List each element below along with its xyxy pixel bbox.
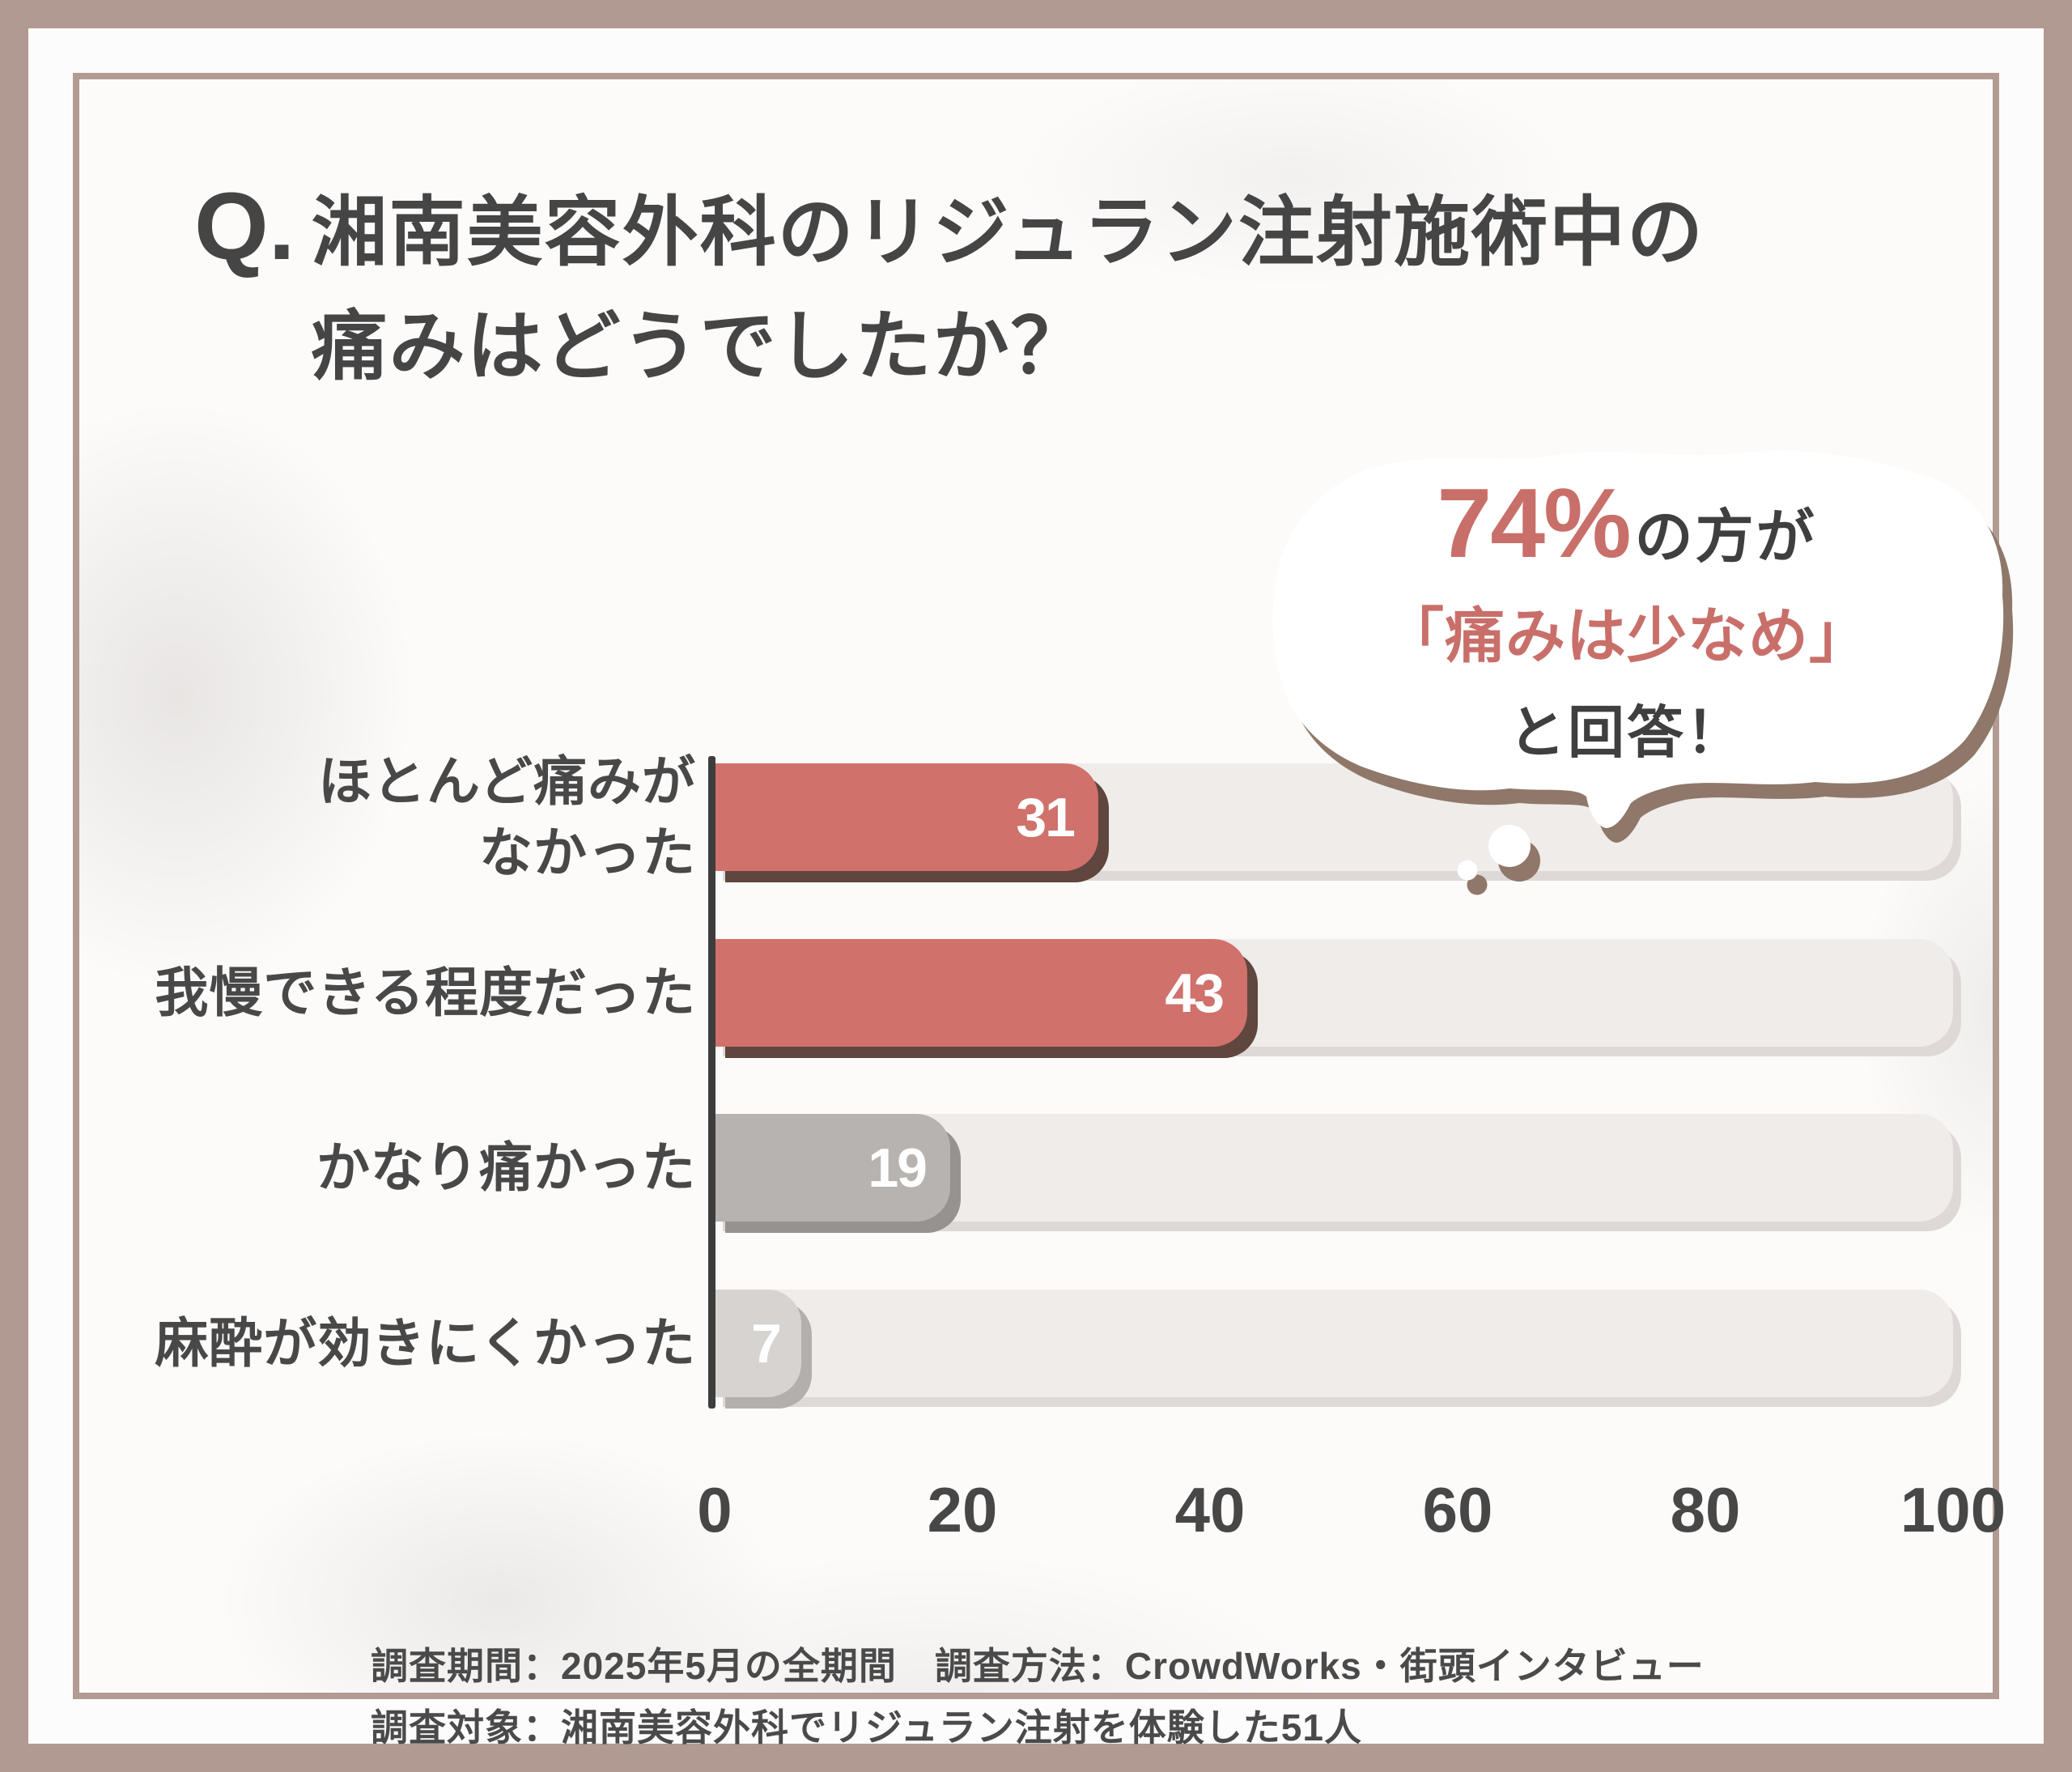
bar-value-label: 19 [868, 1137, 928, 1199]
category-label: 麻酔が効きにくかった [155, 1312, 696, 1373]
stat-percentage: 74% [1437, 468, 1631, 578]
x-axis-tick: 60 [1422, 1474, 1493, 1545]
category-label: ほとんど痛みが なかった [317, 751, 696, 882]
x-axis-tick: 100 [1900, 1474, 2006, 1545]
survey-period-method: 調査期間：2025年5月の全期間 調査方法：CrowdWorks・街頭インタビュ… [371, 1645, 1705, 1687]
y-axis-line [708, 756, 715, 1409]
bar-value-label: 7 [751, 1312, 782, 1375]
bar-track [715, 1290, 1953, 1397]
category-label: 我慢できる程度だった [155, 962, 696, 1022]
thought-dot-shadow [1467, 874, 1488, 895]
bubble-answer-line: と回答！ [1509, 701, 1745, 765]
stat-suffix: の方が [1634, 505, 1817, 570]
bubble-stat-line: 74% の方が [1242, 466, 2011, 580]
speech-bubble-text: 74% の方が 「痛みは少なめ」 と回答！ [1242, 466, 2011, 769]
bar-almost-no-pain: 31 [715, 763, 1098, 871]
bar-value-label: 31 [1016, 786, 1076, 848]
survey-subjects: 調査対象：湘南美容外科でリジュラン注射を体験した51人 [371, 1706, 1362, 1749]
x-axis-tick: 0 [697, 1474, 732, 1545]
question-title-text: 湘南美容外科のリジュラン注射施術中の 痛みはどうでしたか？ [311, 189, 1705, 389]
page-title: Q. 湘南美容外科のリジュラン注射施術中の 痛みはどうでしたか？ [194, 173, 1705, 403]
x-axis-tick: 80 [1670, 1474, 1741, 1545]
bar-tolerable-pain: 43 [715, 939, 1247, 1047]
question-mark-prefix: Q. [194, 173, 295, 280]
frame-white-band: Q. 湘南美容外科のリジュラン注射施術中の 痛みはどうでしたか？ ほとんど痛みが … [28, 28, 2044, 1749]
bar-value-label: 43 [1165, 962, 1225, 1024]
survey-notes: 調査期間：2025年5月の全期間 調査方法：CrowdWorks・街頭インタビュ… [371, 1635, 1705, 1759]
x-axis-tick: 40 [1174, 1474, 1246, 1545]
category-label: かなり痛かった [316, 1137, 696, 1197]
infographic-canvas: Q. 湘南美容外科のリジュラン注射施術中の 痛みはどうでしたか？ ほとんど痛みが … [73, 73, 2014, 1749]
x-axis-tick: 20 [927, 1474, 998, 1545]
bar-quite-painful: 19 [715, 1114, 950, 1222]
bar-anesthesia-ineffective: 7 [715, 1290, 801, 1397]
bubble-quote-line: 「痛みは少なめ」 [1384, 602, 1870, 670]
